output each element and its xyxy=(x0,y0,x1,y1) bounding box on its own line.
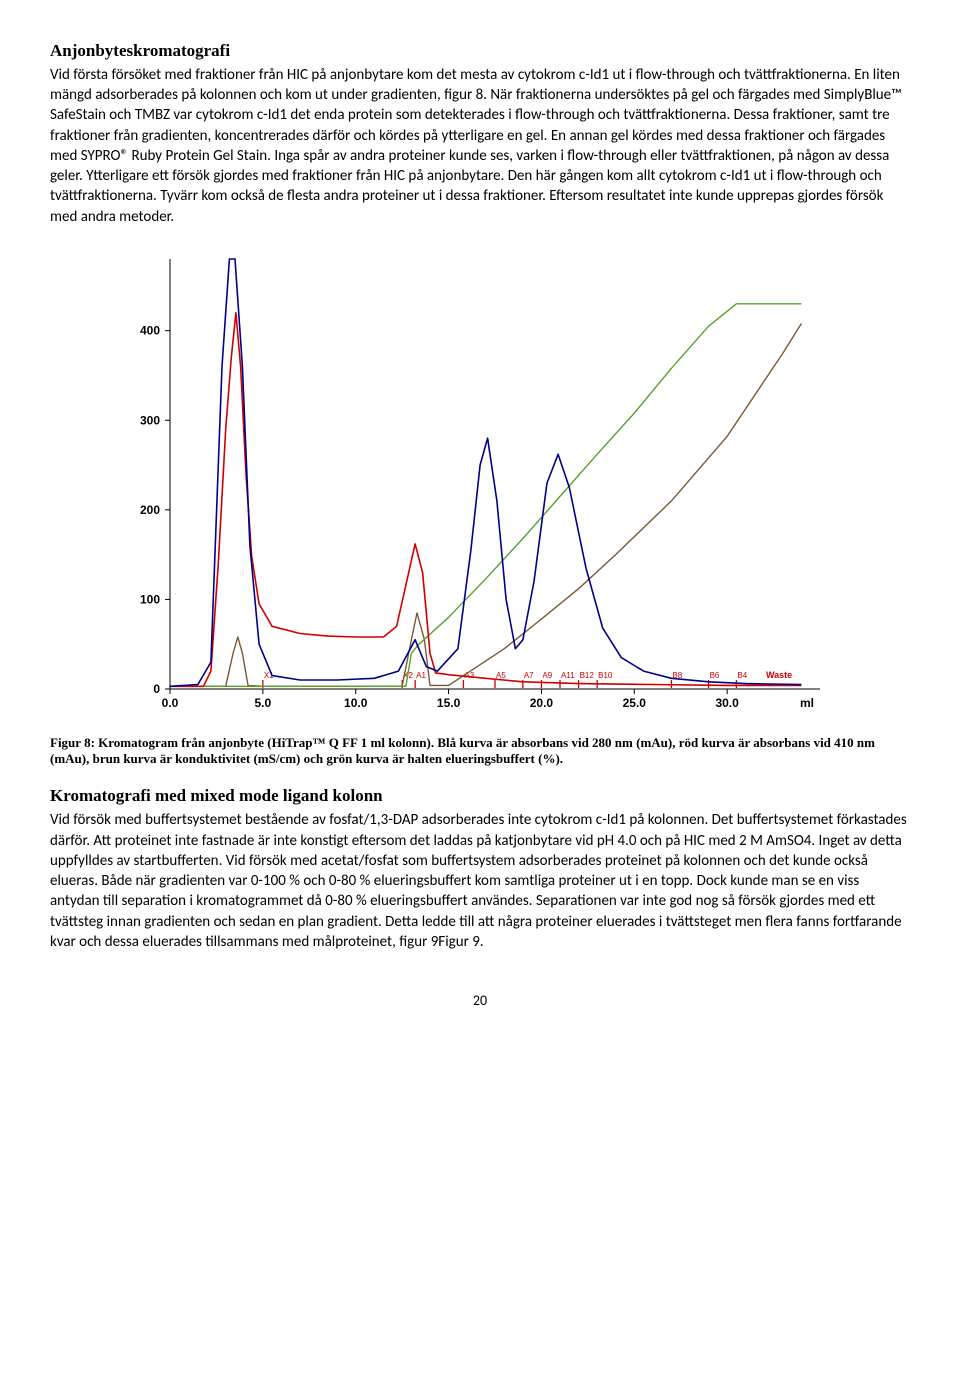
svg-text:10.0: 10.0 xyxy=(344,696,368,710)
svg-text:A1: A1 xyxy=(416,671,426,680)
svg-text:400: 400 xyxy=(140,324,160,338)
svg-text:B12: B12 xyxy=(580,671,595,680)
svg-text:300: 300 xyxy=(140,413,160,427)
svg-text:0: 0 xyxy=(153,682,160,696)
figure-caption: Figur 8: Kromatogram från anjonbyte (HiT… xyxy=(50,735,910,768)
svg-text:5.0: 5.0 xyxy=(255,696,272,710)
svg-text:30.0: 30.0 xyxy=(715,696,739,710)
svg-text:B10: B10 xyxy=(598,671,613,680)
section2-text: Vid försök med buffertsystemet bestående… xyxy=(50,810,910,952)
svg-text:0.0: 0.0 xyxy=(162,696,179,710)
page-number: 20 xyxy=(50,992,910,1011)
svg-text:B6: B6 xyxy=(710,671,720,680)
svg-text:15.0: 15.0 xyxy=(437,696,461,710)
svg-text:100: 100 xyxy=(140,592,160,606)
svg-text:A7: A7 xyxy=(524,671,534,680)
chromatogram-chart: 01002003004000.05.010.015.020.025.030.0X… xyxy=(110,239,850,729)
section1-heading: Anjonbyteskromatografi xyxy=(50,40,910,63)
svg-text:B4: B4 xyxy=(737,671,747,680)
section1-text: Vid första försöket med fraktioner från … xyxy=(50,65,910,227)
svg-text:200: 200 xyxy=(140,503,160,517)
section2-heading: Kromatografi med mixed mode ligand kolon… xyxy=(50,785,910,808)
svg-text:ml: ml xyxy=(800,696,814,710)
svg-text:20.0: 20.0 xyxy=(530,696,554,710)
svg-text:Waste: Waste xyxy=(766,670,792,680)
svg-text:A11: A11 xyxy=(561,671,575,680)
svg-text:A9: A9 xyxy=(542,671,552,680)
svg-text:25.0: 25.0 xyxy=(623,696,647,710)
